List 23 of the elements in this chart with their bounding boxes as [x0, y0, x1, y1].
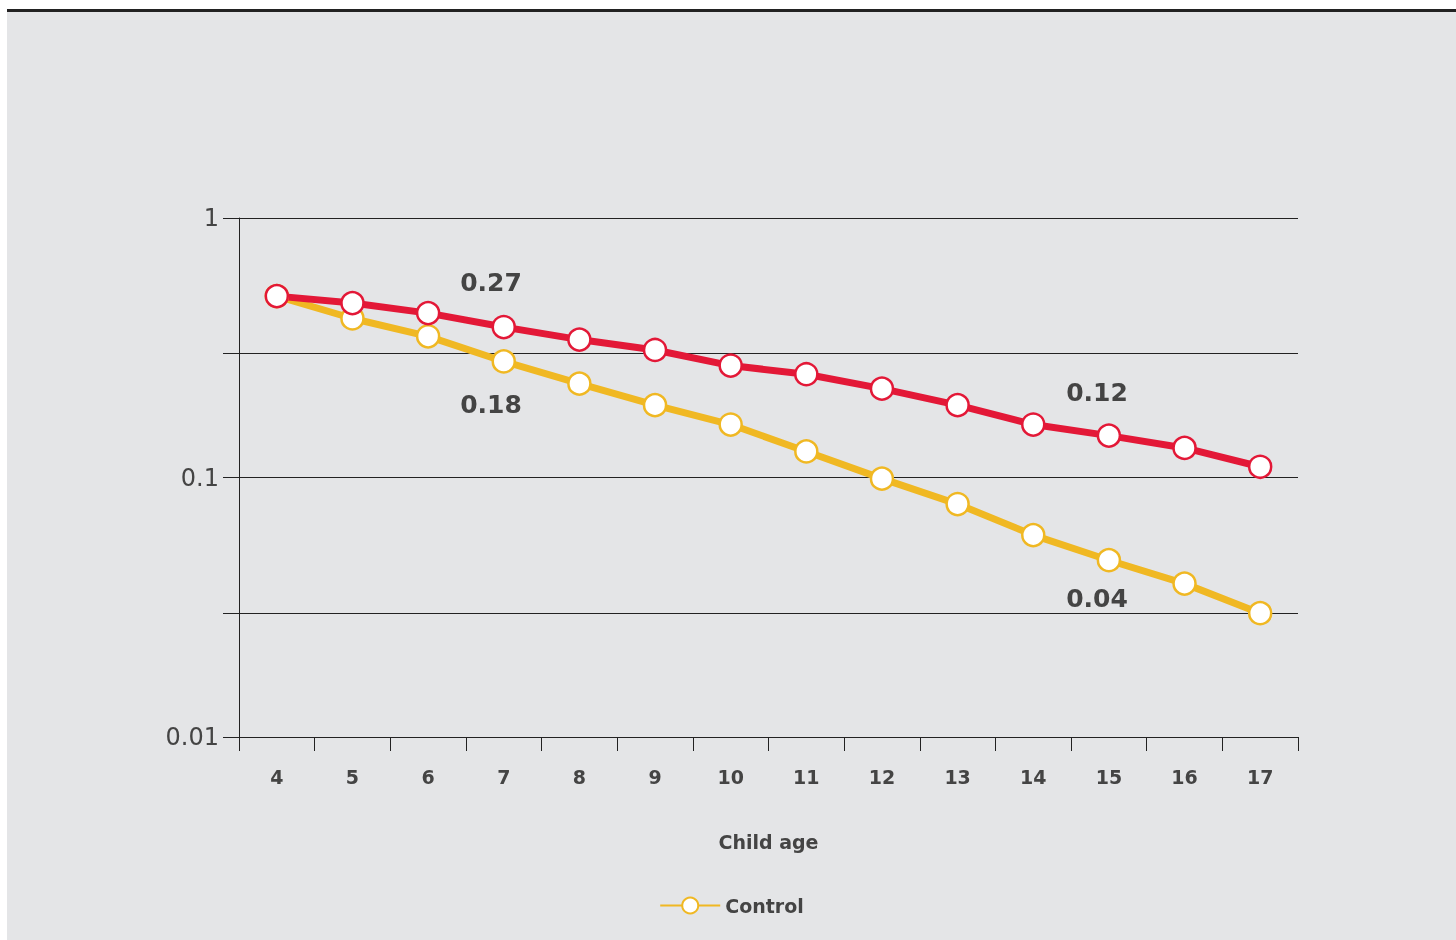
annotation: 0.04: [1066, 583, 1128, 613]
x-tick-label: 7: [497, 765, 511, 788]
x-axis-title: Child age: [718, 830, 819, 853]
x-tick-label: 6: [421, 765, 435, 788]
y-tick-label: 1: [203, 204, 219, 232]
x-tick-label: 17: [1246, 765, 1274, 788]
legend-label: Control: [725, 894, 804, 917]
x-tick-label: 9: [648, 765, 662, 788]
x-tick-label: 11: [793, 765, 820, 788]
x-tick-label: 12: [868, 765, 896, 788]
x-tick-label: 16: [1171, 765, 1198, 788]
x-tick-label: 13: [944, 765, 971, 788]
annotation: 0.12: [1066, 377, 1128, 407]
annotation: 0.27: [460, 267, 522, 297]
x-tick-label: 14: [1020, 765, 1047, 788]
x-tick-label: 8: [572, 765, 587, 788]
x-tick-label: 5: [345, 765, 360, 788]
x-tick-label: 15: [1095, 765, 1123, 788]
y-tick-label: 0.01: [165, 723, 219, 751]
y-tick-label: 0.1: [180, 463, 219, 492]
x-tick-label: 10: [717, 765, 744, 788]
annotation: 0.18: [460, 389, 522, 419]
x-tick-label: 4: [270, 765, 284, 788]
